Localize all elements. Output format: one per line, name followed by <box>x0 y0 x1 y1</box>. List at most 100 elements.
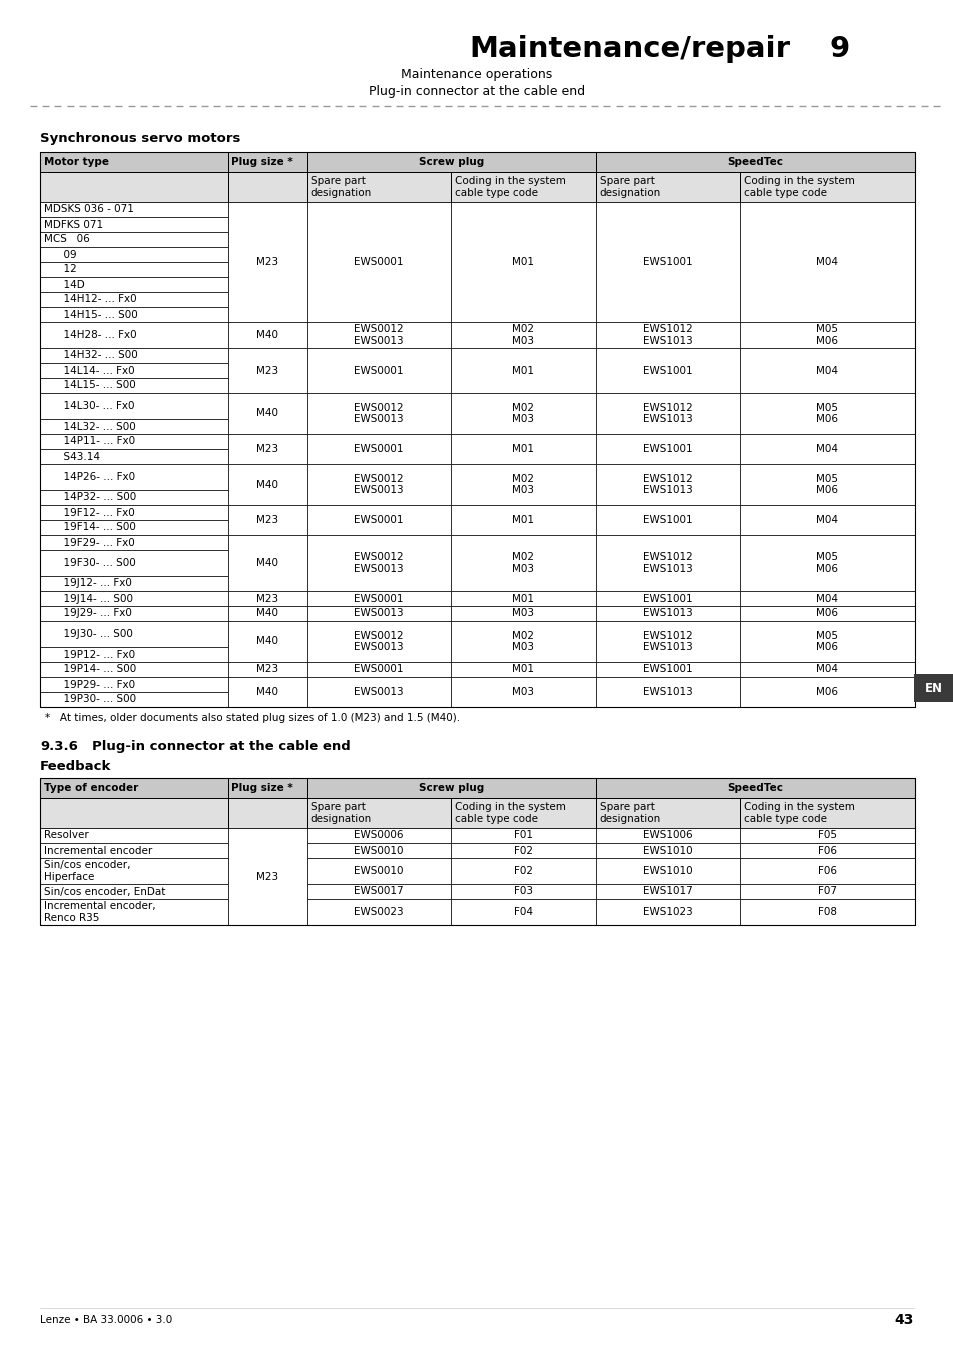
Text: Spare part
designation: Spare part designation <box>599 177 660 198</box>
Bar <box>40 693 228 707</box>
Text: 14P26- ... Fx0: 14P26- ... Fx0 <box>44 472 135 482</box>
Bar <box>451 535 595 591</box>
Text: F02: F02 <box>514 845 533 856</box>
Bar <box>40 647 228 662</box>
Bar <box>307 842 451 859</box>
Bar <box>307 884 451 899</box>
Bar <box>40 277 228 292</box>
Text: 19P29- ... Fx0: 19P29- ... Fx0 <box>44 679 135 690</box>
Text: Plug-in connector at the cable end: Plug-in connector at the cable end <box>369 85 584 99</box>
Text: M40: M40 <box>256 609 278 618</box>
Text: Coding in the system
cable type code: Coding in the system cable type code <box>455 802 565 824</box>
Bar <box>40 292 228 306</box>
Bar <box>595 591 740 606</box>
Text: Coding in the system
cable type code: Coding in the system cable type code <box>455 177 565 198</box>
Text: Sin/cos encoder, EnDat: Sin/cos encoder, EnDat <box>44 887 165 896</box>
Text: 19F12- ... Fx0: 19F12- ... Fx0 <box>44 508 134 517</box>
Text: EWS1012
EWS1013: EWS1012 EWS1013 <box>642 402 692 424</box>
Text: 12: 12 <box>44 265 76 274</box>
Bar <box>307 535 451 591</box>
Bar <box>40 217 228 232</box>
Text: Synchronous servo motors: Synchronous servo motors <box>40 132 240 144</box>
Text: EWS0010: EWS0010 <box>354 865 403 876</box>
Text: M23: M23 <box>256 256 278 267</box>
Bar <box>740 676 914 707</box>
Bar <box>40 884 228 899</box>
Text: Spare part
designation: Spare part designation <box>311 177 372 198</box>
Bar <box>595 859 740 884</box>
Bar <box>595 464 740 505</box>
Bar <box>740 899 914 925</box>
Text: M01: M01 <box>512 256 534 267</box>
Bar <box>595 828 740 842</box>
Text: 9.3.6: 9.3.6 <box>40 740 78 753</box>
Text: M05
M06: M05 M06 <box>816 402 838 424</box>
Text: M01: M01 <box>512 444 534 454</box>
Text: EWS1001: EWS1001 <box>642 594 692 603</box>
Bar <box>228 393 307 433</box>
Text: M40: M40 <box>256 329 278 340</box>
Text: 14L14- ... Fx0: 14L14- ... Fx0 <box>44 366 134 375</box>
Bar <box>595 798 740 828</box>
Text: M01: M01 <box>512 594 534 603</box>
Bar <box>40 433 228 450</box>
Text: F01: F01 <box>514 830 533 841</box>
Bar <box>451 393 595 433</box>
Bar <box>40 859 228 884</box>
Bar <box>740 591 914 606</box>
Bar <box>228 464 307 505</box>
Bar <box>40 842 228 859</box>
Bar <box>595 505 740 535</box>
Text: EN: EN <box>924 682 942 694</box>
Text: EWS0001: EWS0001 <box>354 664 403 675</box>
Text: Motor type: Motor type <box>44 157 109 167</box>
Text: Plug size *: Plug size * <box>231 157 293 167</box>
Text: F02: F02 <box>514 865 533 876</box>
Text: EWS1001: EWS1001 <box>642 444 692 454</box>
Text: M05
M06: M05 M06 <box>816 630 838 652</box>
Bar <box>40 520 228 535</box>
Bar <box>595 202 740 323</box>
Text: EWS1010: EWS1010 <box>642 845 692 856</box>
Text: 14H28- ... Fx0: 14H28- ... Fx0 <box>44 329 136 340</box>
Bar <box>40 464 228 490</box>
Bar <box>228 778 307 798</box>
Text: EWS1001: EWS1001 <box>642 664 692 675</box>
Bar <box>307 859 451 884</box>
Bar <box>228 171 307 202</box>
Text: F07: F07 <box>817 887 836 896</box>
Bar <box>228 535 307 591</box>
Text: Maintenance operations: Maintenance operations <box>401 68 552 81</box>
Text: M04: M04 <box>816 514 838 525</box>
Bar <box>228 505 307 535</box>
Text: Screw plug: Screw plug <box>418 157 483 167</box>
Text: EWS1012
EWS1013: EWS1012 EWS1013 <box>642 474 692 495</box>
Bar <box>451 884 595 899</box>
Bar <box>595 535 740 591</box>
Bar <box>595 778 914 798</box>
Bar <box>307 621 451 662</box>
Bar <box>451 464 595 505</box>
Text: M05
M06: M05 M06 <box>816 552 838 574</box>
Text: M23: M23 <box>256 872 278 882</box>
Text: EWS0001: EWS0001 <box>354 594 403 603</box>
Bar <box>40 490 228 505</box>
Text: M04: M04 <box>816 664 838 675</box>
Text: M02
M03: M02 M03 <box>512 552 534 574</box>
Bar <box>595 621 740 662</box>
Text: M06: M06 <box>816 687 838 697</box>
Bar <box>595 842 740 859</box>
Bar <box>595 171 740 202</box>
Text: EWS1001: EWS1001 <box>642 256 692 267</box>
Bar <box>40 153 914 707</box>
Bar <box>40 535 228 549</box>
Text: EWS0001: EWS0001 <box>354 366 403 375</box>
Bar <box>740 606 914 621</box>
Text: 19J12- ... Fx0: 19J12- ... Fx0 <box>44 579 132 589</box>
Bar <box>40 676 228 693</box>
Bar <box>228 676 307 707</box>
Text: EWS0012
EWS0013: EWS0012 EWS0013 <box>354 324 403 346</box>
Text: EWS0013: EWS0013 <box>354 609 403 618</box>
Text: M40: M40 <box>256 687 278 697</box>
Text: EWS0012
EWS0013: EWS0012 EWS0013 <box>354 402 403 424</box>
